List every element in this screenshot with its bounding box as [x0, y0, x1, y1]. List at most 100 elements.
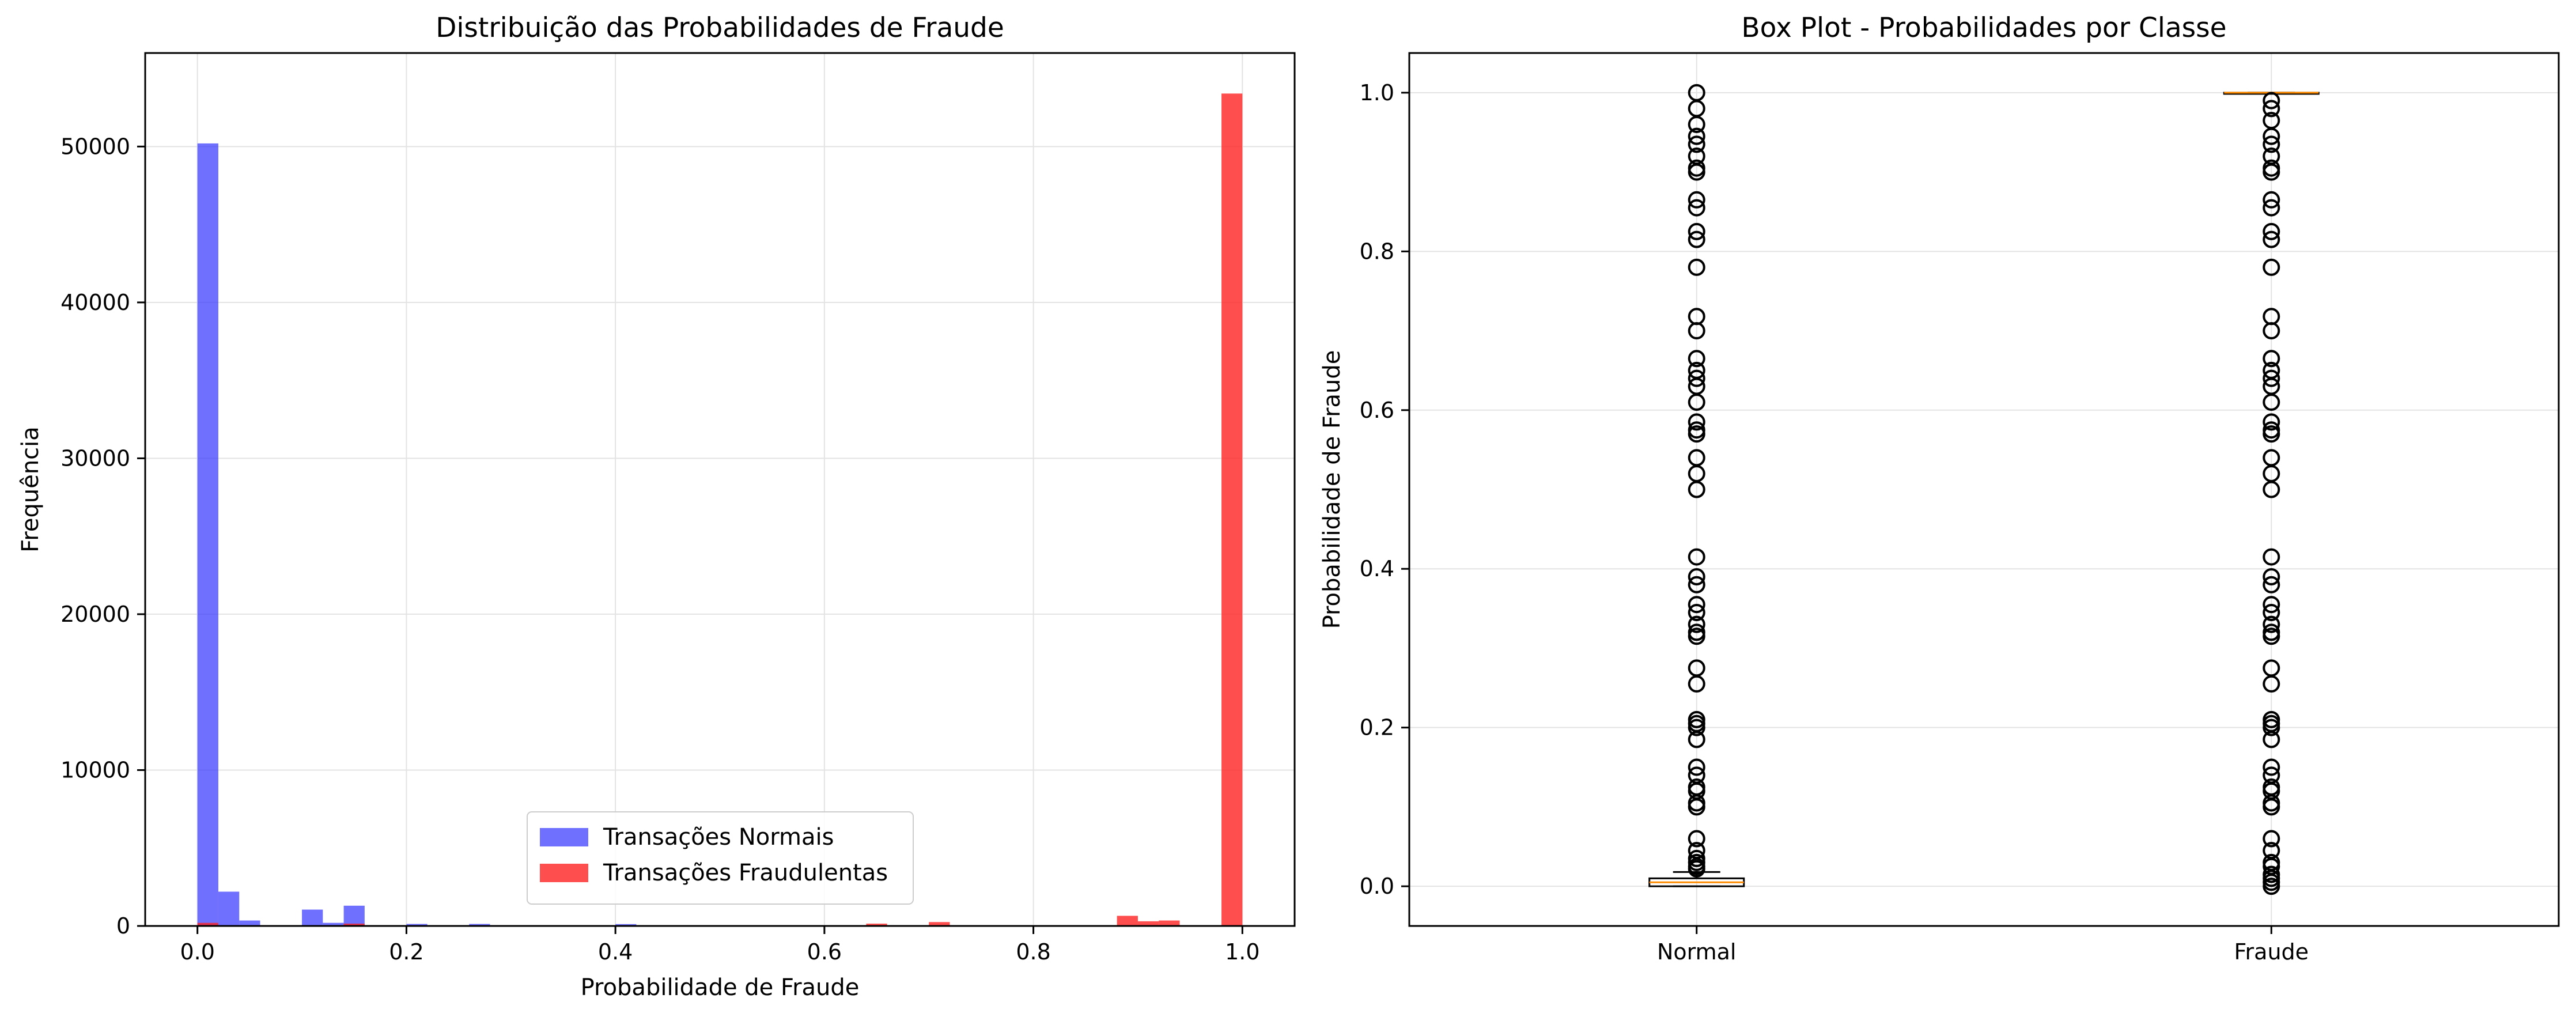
boxplot-outlier-fraude	[2263, 413, 2280, 431]
histogram-bar-normal	[615, 924, 637, 926]
boxplot-y-tick-label: 0.0	[1360, 874, 1394, 899]
boxplot-outlier-fraude	[2263, 675, 2280, 693]
legend-label-normal: Transações Normais	[603, 824, 834, 850]
histogram-bar-normal	[323, 923, 344, 926]
legend-swatch-normal	[540, 828, 588, 846]
histogram-bar-normal	[343, 905, 365, 926]
histogram-bar-fraud	[1137, 921, 1159, 926]
boxplot-outlier-normal	[1688, 615, 1705, 633]
boxplot-outlier-normal	[1688, 758, 1705, 776]
histogram-bar-fraud	[343, 923, 365, 926]
boxplot-outlier-normal	[1688, 731, 1705, 748]
boxplot-outlier-normal	[1688, 548, 1705, 566]
boxplot-outlier-normal	[1688, 675, 1705, 693]
boxplot-outlier-normal	[1688, 576, 1705, 593]
boxplot-outlier-normal	[1688, 830, 1705, 848]
boxplot-outlier-normal	[1688, 627, 1705, 645]
boxplot-outlier-normal	[1688, 719, 1705, 736]
boxplot-outlier-normal	[1688, 425, 1705, 443]
boxplot-outlier-normal	[1688, 230, 1705, 248]
histogram-bar-normal	[218, 891, 240, 926]
histogram-y-ticks: 0 10000 20000 30000 40000 50000	[60, 134, 145, 939]
histogram-bar-fraud	[866, 923, 887, 926]
histogram-bar-normal	[197, 143, 218, 926]
boxplot-outlier-fraude	[2263, 878, 2280, 895]
boxplot-outlier-normal	[1688, 163, 1705, 181]
boxplot-panel: Normal Fraude 0.0 0.2 0.4 0.6 0.8 1.0 Box Plot…	[1319, 12, 2560, 965]
histogram-bar-fraud	[1117, 916, 1138, 926]
boxplot-outlier-normal	[1688, 222, 1705, 240]
histogram-y-tick-label: 40000	[60, 290, 130, 315]
histogram-x-tick-label: 0.4	[598, 939, 633, 965]
histogram-bar-normal	[239, 920, 260, 926]
histogram-axes-frame	[144, 52, 1296, 927]
boxplot-x-ticks: Normal Fraude	[1657, 926, 2309, 965]
histogram-bar-normal	[302, 909, 323, 926]
boxplot-outlier-normal	[1688, 135, 1705, 153]
boxplot-outlier-normal	[1688, 413, 1705, 431]
boxplot-outlier-fraude	[2263, 369, 2280, 387]
boxplot-outlier-normal	[1688, 596, 1705, 614]
boxplot-y-tick-label: 1.0	[1360, 80, 1394, 105]
histogram-y-axis-label: Frequência	[17, 426, 44, 553]
boxplot-y-ticks: 0.0 0.2 0.4 0.6 0.8 1.0	[1360, 80, 1409, 899]
boxplot-outlier-fraude	[2263, 481, 2280, 498]
histogram-bar-fraud	[1221, 93, 1243, 927]
boxplot-outlier-fraude	[2263, 758, 2280, 776]
boxplot-outlier-fraude	[2263, 603, 2280, 621]
histogram-legend: Transações Normais Transações Fraudulenta…	[527, 811, 914, 905]
boxplot-outlier-fraude	[2263, 322, 2280, 340]
boxplot-outlier-fraude	[2263, 394, 2280, 411]
boxplot-outlier-fraude	[2263, 199, 2280, 217]
histogram-y-tick-label: 50000	[60, 134, 130, 159]
boxplot-outlier-fraude	[2263, 627, 2280, 645]
boxplot-outlier-normal	[1688, 322, 1705, 340]
histogram-y-tick-label: 30000	[60, 445, 130, 471]
legend-box	[527, 811, 914, 905]
histogram-panel: 0.0 0.2 0.4 0.6 0.8 1.0 0 10000 20000 30000 40000…	[17, 12, 1296, 1001]
histogram-x-ticks: 0.0 0.2 0.4 0.6 0.8 1.0	[180, 926, 1260, 965]
boxplot-x-tick-label: Fraude	[2234, 939, 2309, 965]
boxplot-outlier-normal	[1688, 860, 1705, 878]
boxplot-x-tick-label: Normal	[1657, 939, 1737, 965]
boxplot-outlier-fraude	[2263, 92, 2280, 109]
legend-label-fraud: Transações Fraudulentas	[603, 860, 888, 886]
histogram-bar-normal	[406, 924, 428, 926]
histogram-x-tick-label: 0.8	[1016, 939, 1050, 965]
boxplot-title: Box Plot - Probabilidades por Classe	[1741, 12, 2226, 44]
boxplot-outlier-fraude	[2263, 258, 2280, 276]
histogram-bar-fraud	[197, 923, 218, 926]
boxplot-outlier-fraude	[2263, 568, 2280, 585]
boxplot-outlier-fraude	[2263, 719, 2280, 736]
histogram-x-tick-label: 0.2	[389, 939, 423, 965]
histogram-x-tick-label: 0.6	[807, 939, 842, 965]
boxplot-outlier-fraude	[2263, 425, 2280, 443]
boxplot-outlier-fraude	[2263, 731, 2280, 748]
boxplot-outlier-normal	[1688, 115, 1705, 133]
boxplot-y-tick-label: 0.6	[1360, 398, 1394, 423]
boxplot-y-tick-label: 0.8	[1360, 239, 1394, 264]
boxplot-outlier-normal	[1688, 191, 1705, 209]
histogram-x-tick-label: 1.0	[1225, 939, 1259, 965]
boxplot-outlier-fraude	[2263, 830, 2280, 848]
boxplot-outlier-normal	[1688, 127, 1705, 145]
boxplot-axes-frame	[1408, 52, 2560, 927]
boxplot-outlier-normal	[1688, 603, 1705, 621]
boxplot-outlier-fraude	[2263, 127, 2280, 145]
histogram-bar-fraud	[1159, 920, 1180, 926]
boxplot-outlier-fraude	[2263, 350, 2280, 368]
boxplot-outlier-fraude	[2263, 615, 2280, 633]
boxplot-outlier-normal	[1688, 568, 1705, 585]
boxplot-outlier-normal	[1688, 481, 1705, 498]
histogram-y-tick-label: 10000	[60, 757, 130, 782]
boxplot-marks	[1648, 84, 2320, 895]
histogram-y-tick-label: 20000	[60, 602, 130, 627]
boxplot-y-tick-label: 0.2	[1360, 715, 1394, 740]
boxplot-outlier-normal	[1688, 369, 1705, 387]
histogram-bar-normal	[469, 924, 490, 926]
boxplot-y-tick-label: 0.4	[1360, 556, 1394, 581]
boxplot-outlier-fraude	[2263, 222, 2280, 240]
histogram-title: Distribuição das Probabilidades de Fraud…	[436, 12, 1004, 44]
